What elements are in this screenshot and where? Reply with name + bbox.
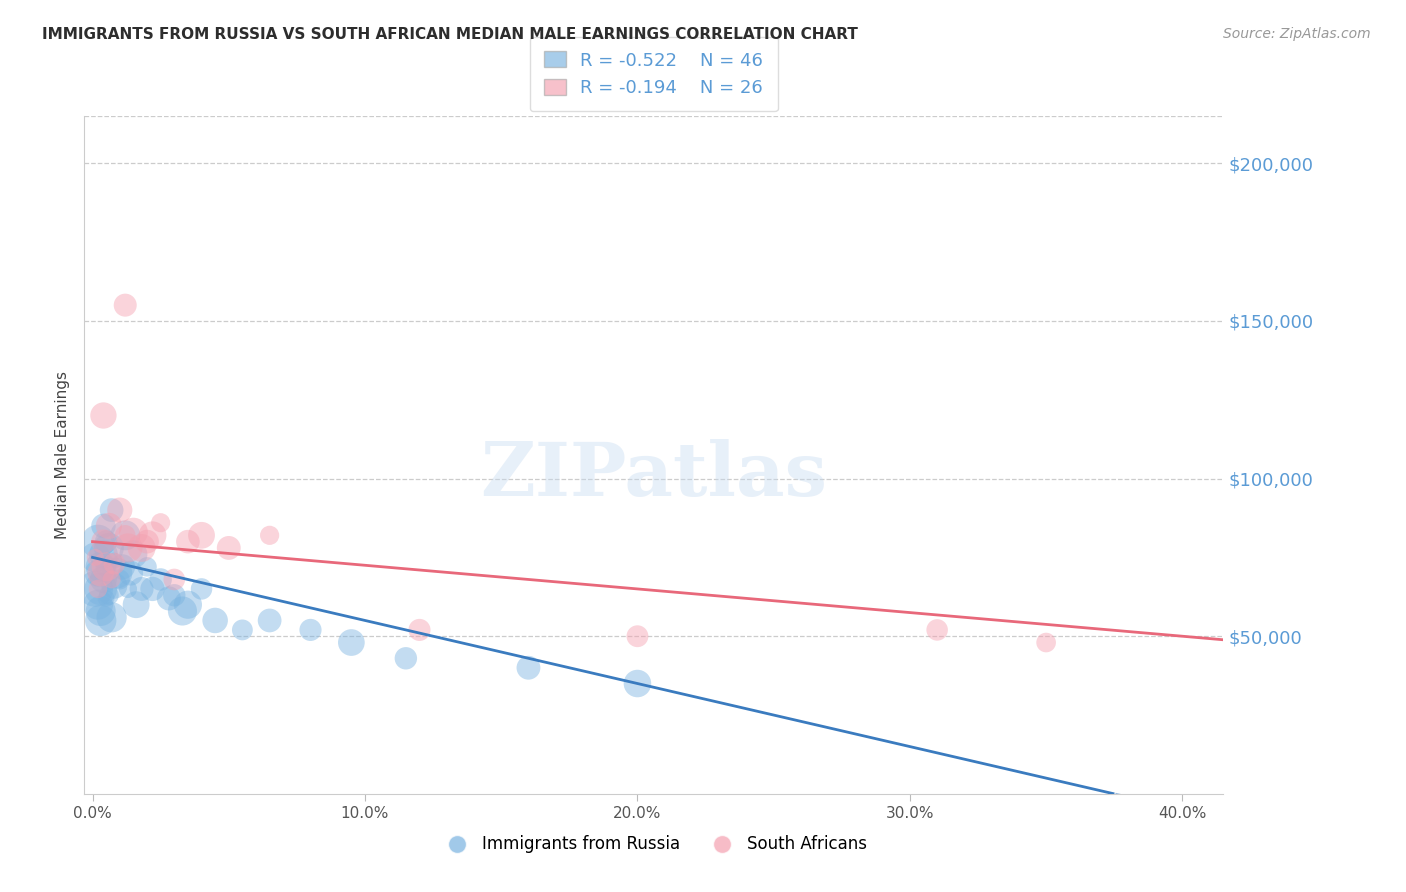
Point [100,610,122,624]
Point [87,566,110,581]
Point [136,534,159,549]
Point [93,519,115,533]
Point [204,614,226,628]
Point [100,503,122,517]
Point [90,582,112,596]
Point [172,604,194,618]
Point [122,547,145,561]
Point [108,503,131,517]
Point [100,573,122,587]
Point [84,582,107,596]
Point [114,528,136,542]
Point [111,559,134,574]
Point [103,579,125,593]
Y-axis label: Median Male Earnings: Median Male Earnings [55,371,70,539]
Point [87,534,110,549]
Point [90,614,112,628]
Point [97,541,120,555]
Text: ZIPatlas: ZIPatlas [481,439,827,512]
Point [517,661,540,675]
Point [97,519,120,533]
Point [96,559,118,574]
Point [84,550,107,565]
Point [163,588,186,602]
Point [177,598,200,612]
Point [299,623,322,637]
Point [141,528,163,542]
Point [96,534,118,549]
Point [117,541,139,555]
Point [114,528,136,542]
Point [97,588,120,602]
Point [122,525,145,540]
Point [93,547,115,561]
Point [340,635,363,649]
Point [163,573,186,587]
Point [90,604,112,618]
Point [149,516,172,530]
Point [125,598,148,612]
Point [105,566,128,581]
Point [131,541,153,555]
Point [103,557,125,571]
Point [190,582,212,596]
Point [231,623,253,637]
Point [87,598,110,612]
Point [87,582,110,596]
Point [93,409,115,423]
Point [141,582,163,596]
Point [927,623,949,637]
Point [90,566,112,581]
Point [103,553,125,567]
Point [108,573,131,587]
Point [93,573,115,587]
Point [131,582,153,596]
Point [190,528,212,542]
Point [149,573,172,587]
Point [117,582,139,596]
Point [408,623,430,637]
Point [218,541,240,555]
Point [395,651,418,665]
Point [96,591,118,606]
Text: Source: ZipAtlas.com: Source: ZipAtlas.com [1223,27,1371,41]
Point [136,559,159,574]
Text: IMMIGRANTS FROM RUSSIA VS SOUTH AFRICAN MEDIAN MALE EARNINGS CORRELATION CHART: IMMIGRANTS FROM RUSSIA VS SOUTH AFRICAN … [42,27,858,42]
Point [259,614,281,628]
Point [96,559,118,574]
Point [120,566,142,581]
Point [93,534,115,549]
Point [259,528,281,542]
Point [90,559,112,574]
Point [626,629,648,643]
Point [84,550,107,565]
Point [1035,635,1057,649]
Point [114,298,136,312]
Point [157,591,180,606]
Point [177,534,200,549]
Legend: Immigrants from Russia, South Africans: Immigrants from Russia, South Africans [434,829,873,860]
Point [626,676,648,690]
